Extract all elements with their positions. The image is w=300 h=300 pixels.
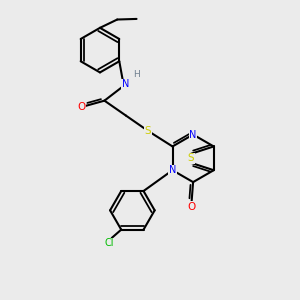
Text: N: N [122, 79, 129, 89]
Text: O: O [188, 202, 196, 212]
Text: H: H [133, 70, 140, 79]
Text: O: O [77, 103, 86, 112]
Text: Cl: Cl [104, 238, 113, 248]
Text: N: N [169, 165, 176, 175]
Text: S: S [188, 153, 194, 163]
Text: S: S [145, 126, 152, 136]
Text: N: N [189, 130, 197, 140]
